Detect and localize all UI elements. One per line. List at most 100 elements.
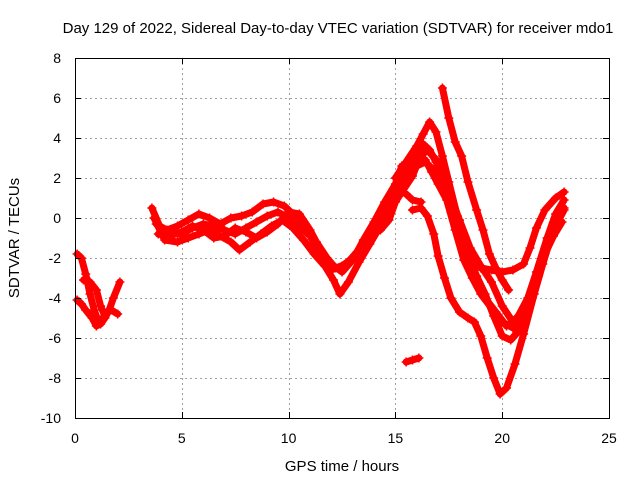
data-point-marker — [96, 301, 106, 311]
data-point-marker — [437, 151, 447, 161]
data-point-marker — [416, 203, 426, 213]
data-point-marker — [489, 373, 499, 383]
data-point-marker — [358, 235, 368, 245]
data-point-marker — [508, 317, 518, 327]
grid — [75, 58, 609, 418]
series-track-l — [401, 353, 424, 367]
series-trace — [154, 146, 568, 326]
data-point-marker — [81, 269, 91, 279]
data-point-marker — [87, 313, 97, 323]
data-point-marker — [226, 237, 236, 247]
data-point-marker — [343, 277, 353, 287]
data-point-marker — [440, 273, 449, 283]
y-tick-label: -2 — [49, 250, 62, 266]
series-track-k — [437, 83, 514, 295]
data-point-marker — [401, 157, 411, 167]
y-tick-label: -8 — [49, 370, 62, 386]
data-point-marker — [480, 289, 490, 299]
data-point-marker — [348, 255, 358, 265]
data-point-marker — [519, 329, 529, 339]
y-tick-label: 2 — [53, 170, 61, 186]
data-point-marker — [472, 271, 482, 281]
data-point-marker — [147, 203, 157, 213]
data-point-marker — [72, 249, 82, 259]
series-track-h — [390, 117, 567, 345]
y-tick-label: 0 — [53, 210, 61, 226]
data-point-marker — [390, 173, 400, 183]
data-point-marker — [444, 113, 454, 123]
data-point-marker — [183, 233, 193, 243]
data-point-marker — [446, 293, 456, 303]
data-point-marker — [491, 263, 501, 273]
data-point-marker — [76, 299, 86, 309]
data-point-marker — [149, 213, 159, 223]
data-point-marker — [380, 197, 390, 207]
data-point-marker — [188, 221, 197, 231]
axis-ticks: 0 5 10 15 20 25 -10 -8 -6 -4 -2 0 2 4 6 8 — [41, 50, 617, 446]
data-point-marker — [482, 353, 492, 363]
data-point-marker — [320, 261, 330, 271]
data-point-marker — [551, 193, 561, 203]
data-point-marker — [418, 129, 428, 139]
data-point-marker — [529, 289, 539, 299]
data-point-marker — [422, 211, 432, 221]
data-point-marker — [369, 217, 379, 227]
data-point-marker — [408, 195, 417, 205]
data-point-marker — [173, 237, 182, 247]
data-point-marker — [465, 255, 475, 265]
y-axis-title: SDTVAR / TECUs — [6, 178, 23, 298]
data-point-marker — [183, 215, 193, 225]
data-point-marker — [237, 211, 247, 221]
data-point-marker — [422, 145, 432, 155]
data-series-layer — [72, 83, 569, 399]
data-point-marker — [115, 277, 125, 287]
data-point-marker — [104, 305, 114, 315]
data-point-marker — [230, 223, 240, 233]
data-point-marker — [288, 223, 298, 233]
y-tick-label: -6 — [49, 330, 62, 346]
plot-frame — [75, 58, 610, 419]
x-tick-label: 15 — [388, 430, 404, 446]
y-tick-label: -4 — [49, 290, 62, 306]
data-point-marker — [437, 83, 447, 93]
data-point-marker — [457, 151, 467, 161]
data-point-marker — [463, 177, 473, 187]
data-point-marker — [279, 201, 289, 211]
data-point-marker — [495, 389, 505, 399]
x-tick-label: 20 — [494, 430, 510, 446]
data-point-marker — [269, 197, 279, 207]
data-point-marker — [540, 205, 550, 215]
data-point-marker — [484, 249, 494, 259]
data-point-marker — [559, 203, 569, 213]
data-point-marker — [198, 225, 208, 235]
data-point-marker — [151, 219, 161, 229]
x-axis-title: GPS time / hours — [285, 458, 399, 475]
data-point-marker — [397, 187, 407, 197]
data-point-marker — [478, 225, 488, 235]
x-tick-label: 0 — [71, 430, 79, 446]
data-point-marker — [538, 259, 548, 269]
data-point-marker — [209, 233, 219, 243]
series-trace — [73, 278, 124, 330]
data-point-marker — [354, 257, 364, 267]
data-point-marker — [247, 207, 257, 217]
data-point-marker — [450, 137, 460, 147]
data-point-marker — [245, 237, 255, 247]
data-point-marker — [96, 319, 106, 329]
data-point-marker — [220, 231, 229, 241]
data-point-marker — [85, 289, 95, 299]
data-point-marker — [89, 305, 99, 315]
data-point-marker — [299, 235, 309, 245]
data-point-marker — [497, 331, 507, 341]
y-tick-label: 8 — [53, 50, 61, 66]
data-point-marker — [412, 155, 422, 165]
data-point-marker — [469, 317, 479, 327]
data-point-marker — [108, 293, 118, 303]
data-point-marker — [546, 231, 556, 241]
series-track-g — [153, 145, 569, 327]
data-point-marker — [401, 357, 411, 367]
data-point-marker — [504, 285, 514, 295]
data-point-marker — [305, 225, 315, 235]
data-point-marker — [412, 141, 422, 151]
